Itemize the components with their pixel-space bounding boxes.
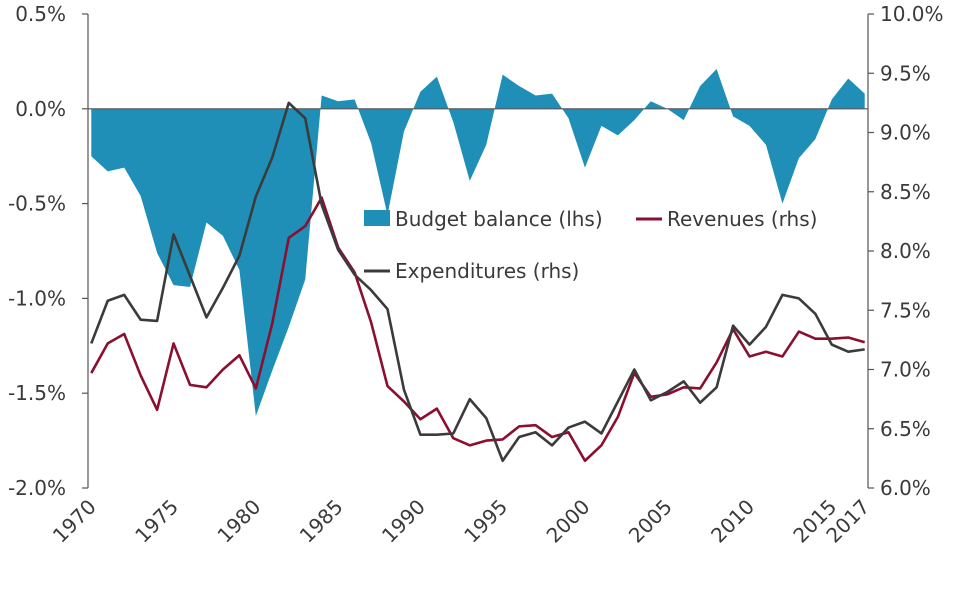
line-layer [90, 101, 866, 463]
left-tick-label: -1.5% [8, 381, 66, 405]
right-tick-label: 9.0% [880, 121, 931, 145]
legend-label-budget: Budget balance (lhs) [395, 207, 603, 231]
x-tick-label: 1985 [295, 495, 348, 548]
right-tick-label: 7.0% [880, 358, 931, 382]
left-tick-label: -1.0% [8, 286, 66, 310]
x-tick-label: 1970 [48, 495, 101, 548]
x-tick-label: 1995 [459, 495, 512, 548]
x-tick-label: 1990 [377, 495, 430, 548]
right-axis: 10.0% 9.5% 9.0% 8.5% 8.0% 7.5% 7.0% 6.5% 6.0% [867, 2, 944, 500]
left-tick-label: -2.0% [8, 476, 66, 500]
legend-label-revenues: Revenues (rhs) [667, 207, 817, 231]
area-layer [88, 68, 868, 416]
left-tick-label: 0.0% [15, 97, 66, 121]
right-tick-label: 6.0% [880, 476, 931, 500]
right-tick-label: 6.5% [880, 417, 931, 441]
left-tick-label: 0.5% [15, 2, 66, 26]
right-tick-label: 7.5% [880, 298, 931, 322]
x-tick-label: 2010 [706, 495, 759, 548]
left-tick-label: -0.5% [8, 192, 66, 216]
x-tick-label: 2000 [542, 495, 595, 548]
x-tick-label: 1975 [130, 495, 183, 548]
left-axis: 0.5% 0.0% -0.5% -1.0% -1.5% -2.0% [8, 2, 89, 500]
series-budget-balance-area [91, 68, 865, 416]
right-tick-label: 8.5% [880, 180, 931, 204]
x-axis: 1970 1975 1980 1985 1990 1995 2000 2005 2010 2015… [48, 495, 874, 548]
legend: Budget balance (lhs) Revenues (rhs) Expe… [364, 207, 817, 283]
x-tick-label: 1980 [212, 495, 265, 548]
right-tick-label: 8.0% [880, 239, 931, 263]
x-tick-label: 2005 [624, 495, 677, 548]
series-expenditures-line [90, 101, 865, 463]
legend-swatch-budget [364, 210, 390, 226]
legend-label-expenditures: Expenditures (rhs) [395, 259, 579, 283]
series-revenues-line [90, 196, 866, 463]
right-tick-label: 10.0% [880, 2, 944, 26]
right-tick-label: 9.5% [880, 61, 931, 85]
